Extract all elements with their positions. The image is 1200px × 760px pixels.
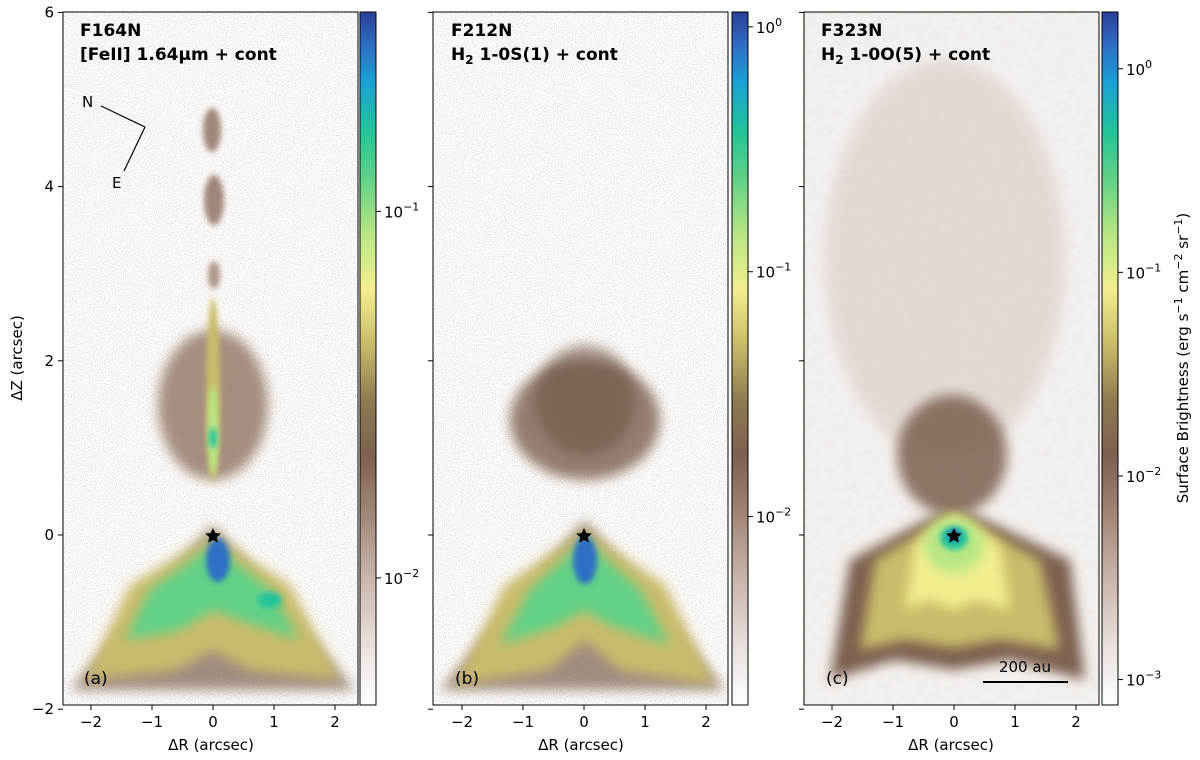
star-marker-a [205, 528, 221, 543]
colorbar-tick-label: 10−1 [384, 200, 419, 221]
x-axis-label-a: ΔR (arcsec) [168, 736, 254, 754]
panel-b-line: H2 1-0S(1) + cont [451, 45, 618, 67]
axes: 86420−2−2−1012−2−1012−2−101210−110−21001… [32, 3, 1161, 731]
x-tick-label: 2 [1071, 713, 1081, 731]
y-tick-label: 6 [44, 3, 54, 21]
x-tick-label: 0 [949, 713, 959, 731]
x-axis-label-c: ΔR (arcsec) [908, 736, 994, 754]
star-marker-b [576, 528, 592, 543]
colorbar-tick-label: 10−2 [384, 567, 419, 588]
x-tick-label: 0 [579, 713, 589, 731]
colorbar-tick-label: 100 [1126, 58, 1152, 79]
colorbar-tick-label: 100 [756, 16, 782, 37]
x-tick-label: −1 [512, 713, 534, 731]
colorbar-tick-label: 10−2 [756, 506, 791, 527]
x-tick-label: −2 [821, 713, 843, 731]
panel-b-filter: F212N [451, 21, 512, 41]
x-tick-label: −1 [141, 713, 163, 731]
panel-c-filter: F323N [821, 21, 882, 41]
panel-b: F212N H2 1-0S(1) + cont (b) [432, 11, 749, 706]
scale-bar-label: 200 au [999, 658, 1051, 676]
y-tick-label: 2 [44, 352, 54, 370]
colorbar-a [359, 11, 377, 706]
panel-a-filter: F164N [80, 21, 141, 41]
x-tick-label: 1 [1010, 713, 1020, 731]
y-tick-label: 4 [44, 178, 54, 196]
x-tick-label: 1 [269, 713, 279, 731]
x-tick-label: 0 [208, 713, 218, 731]
panel-a-line: [FeII] 1.64µm + cont [80, 45, 277, 65]
colorbar-tick-label: 10−2 [1126, 465, 1161, 486]
colorbar-tick-label: 10−1 [756, 261, 791, 282]
colorbar-tick-label: 10−1 [1126, 261, 1161, 282]
panel-c-line: H2 1-0O(5) + cont [821, 45, 990, 67]
colorbar-label: Surface Brightness (erg s−1 cm−2 sr−1) [1172, 213, 1192, 504]
panel-a-image [63, 12, 358, 705]
panel-a: N E F164N [FeII] 1.64µm + cont (a) [62, 11, 377, 706]
panel-c-image [804, 12, 1099, 705]
star-marker-c [946, 528, 962, 543]
panel-a-label: (a) [84, 669, 108, 689]
y-tick-label: 0 [44, 526, 54, 544]
compass: N E [82, 93, 146, 192]
y-axis-label: ΔZ (arcsec) [8, 315, 26, 401]
panel-b-label: (b) [455, 669, 479, 689]
compass-e: E [112, 174, 121, 192]
panel-c-label: (c) [826, 669, 849, 689]
x-tick-label: 2 [701, 713, 711, 731]
x-tick-label: −1 [882, 713, 904, 731]
x-tick-label: −2 [451, 713, 473, 731]
colorbar-tick-label: 10−3 [1126, 669, 1161, 690]
x-axis-label-b: ΔR (arcsec) [538, 736, 624, 754]
y-tick-label: −2 [32, 700, 54, 718]
colorbar-b [731, 11, 749, 706]
panel-b-image [433, 12, 728, 705]
scale-bar: 200 au [983, 658, 1068, 683]
x-tick-label: −2 [80, 713, 102, 731]
x-tick-label: 1 [640, 713, 650, 731]
compass-n: N [82, 93, 93, 111]
colorbar-c [1101, 11, 1119, 706]
panel-c: F323N H2 1-0O(5) + cont (c) 200 au [803, 11, 1119, 706]
x-tick-label: 2 [330, 713, 340, 731]
